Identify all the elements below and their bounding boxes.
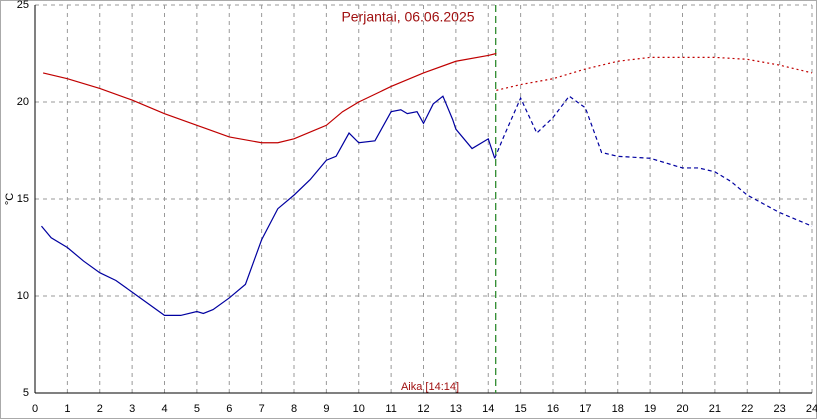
y-tick-label: 5 (23, 387, 29, 399)
chart-title: Perjantai, 06.06.2025 (341, 9, 474, 25)
y-tick-label: 10 (17, 290, 29, 302)
x-tick-label: 12 (417, 403, 429, 415)
y-tick-label: 15 (17, 193, 29, 205)
series-line (496, 56, 813, 91)
y-axis-label: °C (4, 193, 16, 205)
x-tick-label: 17 (579, 403, 591, 415)
x-tick-label: 10 (353, 403, 365, 415)
series-line (494, 95, 813, 227)
x-tick-label: 8 (291, 403, 297, 415)
x-tick-label: 4 (161, 403, 167, 415)
x-tick-label: 2 (97, 403, 103, 415)
x-tick-label: 13 (450, 403, 462, 415)
x-tick-label: 16 (547, 403, 559, 415)
x-axis-label: Aika [14:14] (401, 381, 459, 393)
y-tick-label: 25 (17, 0, 29, 11)
series-line (42, 52, 497, 144)
y-tick-label: 20 (17, 96, 29, 108)
x-tick-label: 20 (676, 403, 688, 415)
x-tick-label: 14 (482, 403, 494, 415)
x-tick-label: 6 (226, 403, 232, 415)
x-tick-label: 15 (515, 403, 527, 415)
x-tick-label: 3 (129, 403, 135, 415)
x-tick-label: 1 (64, 403, 70, 415)
x-tick-label: 23 (774, 403, 786, 415)
x-tick-label: 11 (385, 403, 396, 415)
x-tick-label: 24 (806, 403, 817, 415)
x-tick-label: 19 (644, 403, 656, 415)
x-tick-label: 22 (741, 403, 753, 415)
x-tick-label: 0 (32, 403, 38, 415)
series-line (41, 95, 496, 316)
x-tick-label: 18 (612, 403, 624, 415)
x-tick-label: 9 (323, 403, 329, 415)
x-tick-label: 5 (194, 403, 200, 415)
x-tick-label: 7 (259, 403, 265, 415)
x-tick-label: 21 (709, 403, 721, 415)
